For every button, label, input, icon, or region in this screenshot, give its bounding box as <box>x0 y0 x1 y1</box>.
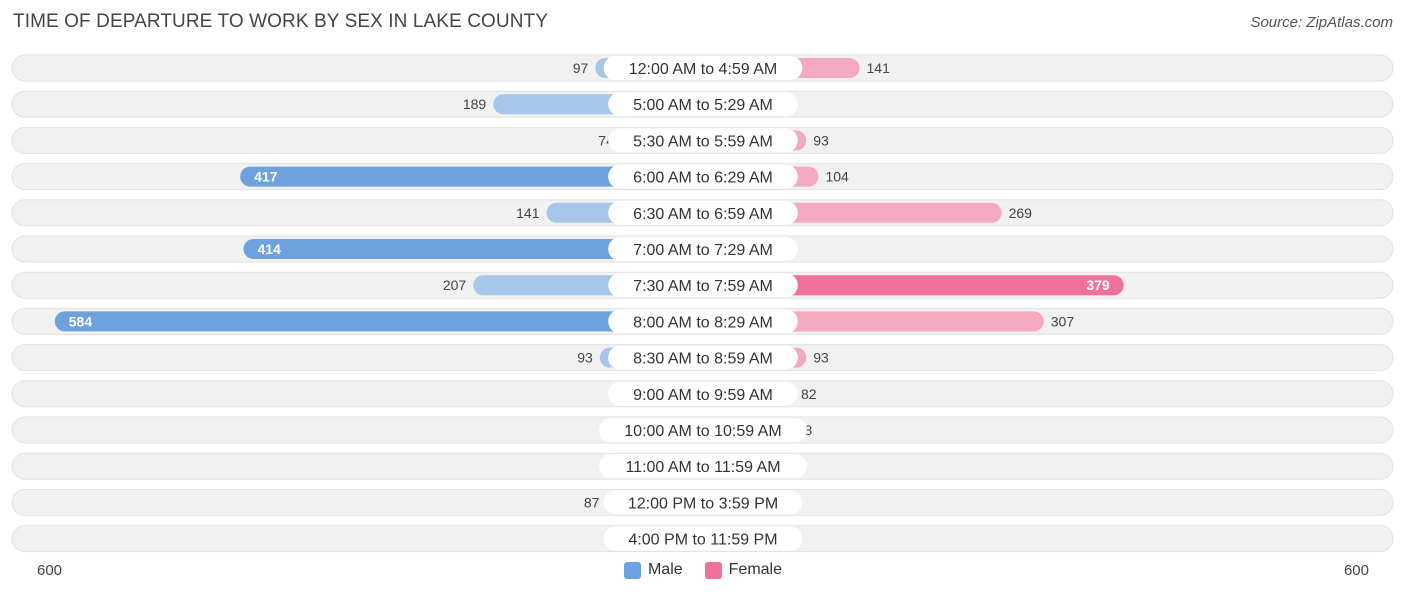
legend: Male Female <box>0 561 1406 579</box>
category-label: 4:00 PM to 11:59 PM <box>628 532 777 549</box>
category-label: 8:30 AM to 8:59 AM <box>633 351 773 368</box>
value-label-male: 93 <box>577 350 593 366</box>
legend-label-male: Male <box>647 561 683 578</box>
value-label-female: 269 <box>1009 205 1033 221</box>
chart-title: TIME OF DEPARTURE TO WORK BY SEX IN LAKE… <box>13 11 549 32</box>
category-pill <box>608 273 798 298</box>
category-label: 5:00 AM to 5:29 AM <box>633 97 773 114</box>
source-label: Source: ZipAtlas.com <box>1250 14 1393 31</box>
category-label: 12:00 PM to 3:59 PM <box>628 495 778 512</box>
category-pill <box>608 381 798 406</box>
category-pill <box>603 526 803 551</box>
category-label: 12:00 AM to 4:59 AM <box>629 61 778 78</box>
legend-item-male[interactable]: Male <box>623 561 683 579</box>
value-label-female: 82 <box>801 386 817 402</box>
bar-male <box>240 166 715 187</box>
category-label: 6:30 AM to 6:59 AM <box>633 206 773 223</box>
value-label-male: 87 <box>584 494 600 510</box>
category-label: 7:00 AM to 7:29 AM <box>633 242 773 259</box>
value-label-male: 189 <box>463 96 487 112</box>
category-label: 9:00 AM to 9:59 AM <box>633 387 773 404</box>
category-label: 10:00 AM to 10:59 AM <box>624 423 781 440</box>
bar-female <box>691 275 1124 296</box>
category-pill <box>608 164 798 189</box>
value-label-male: 141 <box>516 205 540 221</box>
axis-label-left: 600 <box>37 562 63 579</box>
value-label-male: 417 <box>254 169 278 185</box>
value-label-female: 93 <box>813 132 829 148</box>
value-label-male: 207 <box>443 277 467 293</box>
value-label-female: 93 <box>813 350 829 366</box>
category-pill <box>608 200 798 225</box>
category-pill <box>603 56 803 80</box>
value-label-female: 141 <box>867 60 891 76</box>
legend-swatch-male <box>623 561 641 579</box>
category-label: 7:30 AM to 7:59 AM <box>633 278 773 295</box>
category-pill <box>608 309 798 334</box>
bar-male <box>243 239 715 259</box>
value-label-male: 584 <box>69 313 93 329</box>
bar-male <box>54 311 715 332</box>
value-label-male: 97 <box>573 60 589 76</box>
category-label: 5:30 AM to 5:59 AM <box>633 133 773 150</box>
legend-swatch-female <box>704 561 722 579</box>
value-label-male: 414 <box>257 241 281 257</box>
value-label-female: 307 <box>1051 313 1075 329</box>
category-pill <box>608 345 798 370</box>
category-label: 8:00 AM to 8:29 AM <box>633 314 773 331</box>
category-pill <box>608 128 798 153</box>
category-pill <box>599 418 807 442</box>
legend-item-female[interactable]: Female <box>704 561 783 579</box>
category-label: 11:00 AM to 11:59 AM <box>625 459 780 476</box>
category-pill <box>608 92 798 117</box>
category-label: 6:00 AM to 6:29 AM <box>633 170 773 187</box>
value-label-female: 379 <box>1086 277 1110 293</box>
legend-label-female: Female <box>728 561 783 578</box>
value-label-female: 104 <box>825 169 849 185</box>
axis-label-right: 600 <box>1343 562 1369 579</box>
category-pill <box>608 237 798 261</box>
category-pill <box>599 454 807 479</box>
category-pill <box>603 490 803 515</box>
